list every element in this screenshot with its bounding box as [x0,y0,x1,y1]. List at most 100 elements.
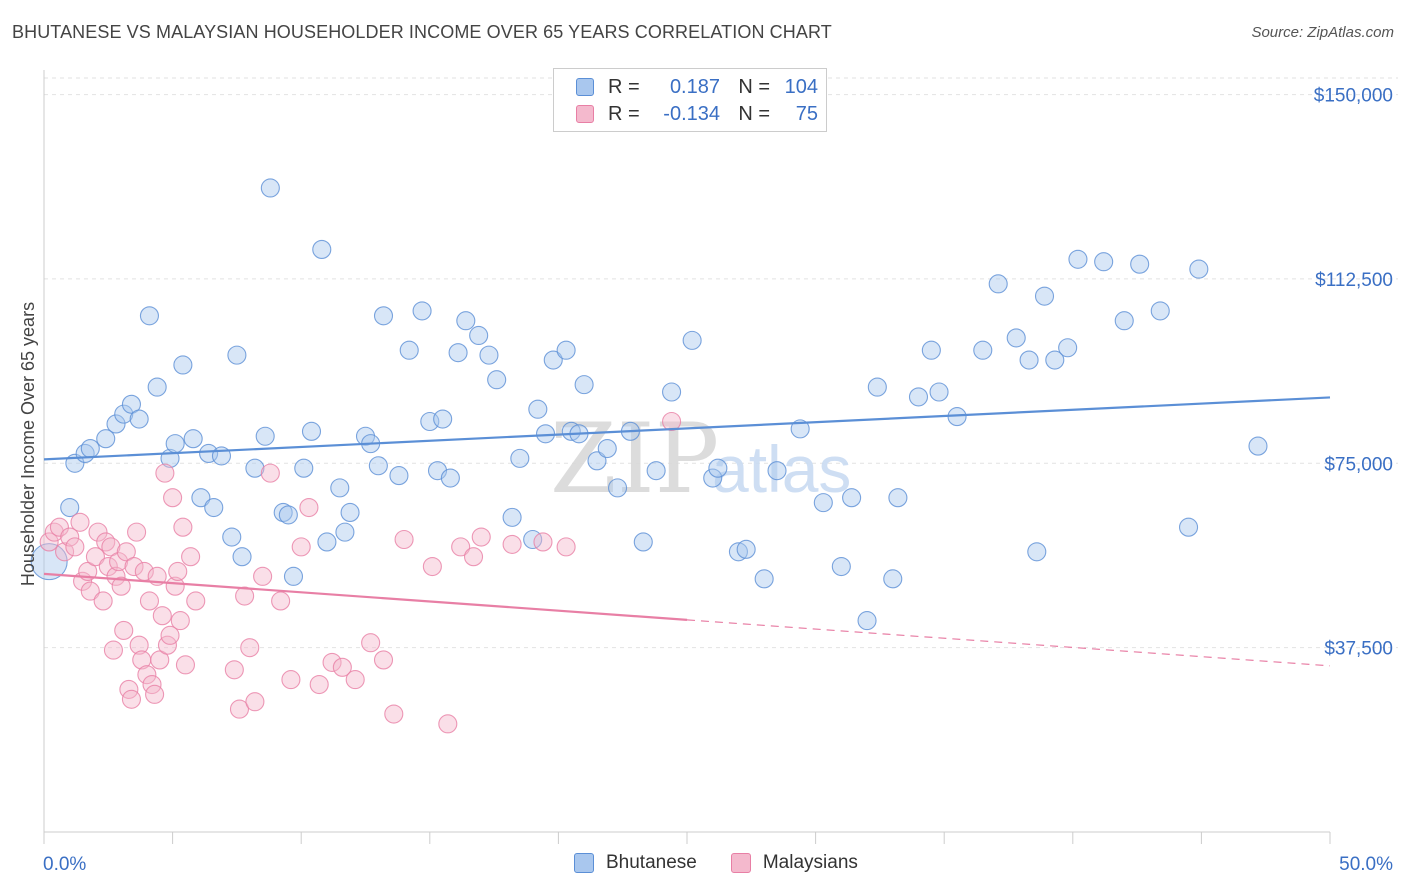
data-point [556,340,576,360]
axes [43,70,1331,844]
data-point [502,534,522,554]
series-legend-bhutanese[interactable]: Bhutanese [574,852,697,874]
data-point [309,674,329,695]
trend-line-dashed-malaysians [686,619,1331,667]
data-point [502,507,522,527]
data-point [65,537,85,557]
data-point [373,306,394,326]
watermark: ZIP atlas [550,403,851,515]
data-point [114,404,134,424]
data-point [129,409,149,429]
legend-swatch-bhutanese [576,78,594,96]
data-point [448,343,468,363]
grid-lines [44,77,1398,649]
data-point [278,505,298,525]
data-point [255,426,275,446]
data-point [440,468,460,488]
data-point [60,527,80,547]
data-point [412,301,432,321]
data-point [608,478,628,498]
data-point [124,556,144,577]
data-point [597,438,617,459]
axis-labels: $37,500 $75,000 $112,500 $150,000 0.0% 50.0% H… [18,86,1393,875]
watermark-atlas: atlas [712,432,851,506]
data-point [101,537,121,557]
legend-r-label: R = [608,102,640,125]
data-point [183,429,203,449]
data-points [30,178,1268,734]
data-point [121,689,141,709]
data-point [883,569,903,589]
data-point [633,532,653,552]
data-point [139,591,160,611]
data-point [888,488,908,508]
data-point [399,340,419,360]
data-point [186,591,206,611]
legend-n-label: N = [738,102,770,125]
data-point [39,532,59,552]
y-tick-label: $112,500 [1315,270,1393,291]
data-point [147,377,167,397]
legend-n-value: 104 [784,75,818,98]
y-tick-label: $75,000 [1324,454,1393,475]
legend-r-value: 0.187 [669,75,720,98]
data-point [150,650,170,670]
x-min-label: 0.0% [43,854,86,875]
data-point [291,537,311,557]
data-point [204,497,224,518]
data-point [662,382,682,402]
data-point [235,586,255,606]
data-point [103,640,123,660]
data-point [389,466,409,486]
y-tick-label: $37,500 [1324,639,1393,660]
data-point [49,517,69,537]
data-point [335,522,355,542]
data-point [438,714,458,734]
data-point [80,438,100,459]
data-point [129,635,149,655]
data-point [754,569,774,589]
data-point [163,488,183,508]
data-point [301,421,322,441]
data-point [708,458,728,478]
data-point [168,561,188,581]
data-point [322,652,342,672]
data-point [1058,338,1078,358]
data-point [1094,252,1114,272]
legend-swatch-malaysians [576,105,594,123]
data-point [317,532,337,552]
data-point [533,532,553,552]
data-point [767,461,787,481]
data-point [463,547,484,567]
data-point [85,547,105,567]
data-point [682,330,702,350]
data-point [543,350,563,370]
data-point [116,542,136,562]
series-legend: Bhutanese Malaysians [574,852,892,874]
legend-n-label: N = [738,75,770,98]
data-point [487,370,507,390]
data-point [1068,249,1088,269]
data-point [137,665,157,685]
series-label-bhutanese: Bhutanese [606,852,697,873]
legend-n-value: 75 [795,102,818,125]
data-point [1150,301,1170,321]
trend-line-bhutanese [43,396,1331,461]
data-point [260,178,280,198]
data-point [253,566,273,586]
data-point [908,387,929,407]
data-point [790,419,810,439]
data-point [1019,350,1039,370]
series-legend-malaysians[interactable]: Malaysians [730,852,858,874]
watermark-zip: ZIP [550,403,719,515]
data-point [191,488,211,508]
x-max-label: 50.0% [1339,854,1393,875]
data-point [80,581,100,601]
data-point [245,692,265,712]
data-point [1027,542,1047,562]
data-point [510,448,530,468]
data-point [574,375,594,395]
data-point [561,421,581,441]
y-axis-label: Householder Income Over 65 years [18,302,38,586]
